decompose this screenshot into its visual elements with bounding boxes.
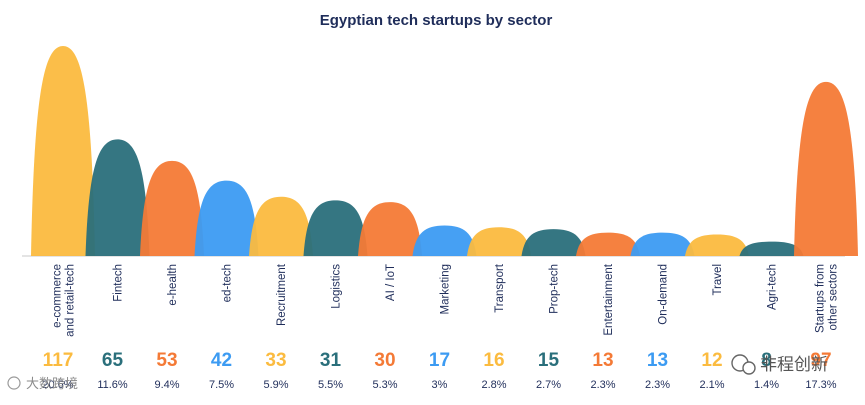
category-label-line: Startups from — [815, 264, 827, 333]
pct-label-e-commerce-and-retail-tech: 20.6% — [42, 379, 73, 391]
count-label-recruitment: 33 — [265, 350, 286, 371]
bar-prop-tech — [521, 229, 586, 256]
bar-e-commerce-and-retail-tech — [31, 46, 95, 256]
wechat-icon-bubble — [742, 361, 756, 375]
bar-recruitment — [249, 196, 313, 256]
count-label-prop-tech: 15 — [538, 350, 560, 371]
bar-logistics — [303, 200, 368, 256]
count-label-logistics: 31 — [320, 350, 342, 371]
count-label-agri-tech: 8 — [761, 350, 772, 371]
bars-group — [31, 46, 858, 257]
pct-label-prop-tech: 2.7% — [536, 379, 561, 391]
watermark-logo-icon — [7, 376, 21, 390]
category-label-line: and retail-tech — [65, 264, 77, 337]
category-label-fintech: Fintech — [113, 264, 125, 302]
category-label-line: Recruitment — [276, 263, 288, 326]
category-label-line: Fintech — [113, 264, 125, 302]
category-labels: e-commerceand retail-tech Fintech e-health… — [52, 263, 840, 337]
count-label-marketing: 17 — [429, 350, 450, 371]
percentage-labels: 20.6% 11.6% 9.4% 7.5% 5.9% 5.5% 5.3% 3% 2.8% 2.7%… — [42, 379, 836, 391]
bar-transport — [467, 227, 531, 256]
category-label-ai-iot: AI / IoT — [385, 264, 397, 301]
category-label-travel: Travel — [712, 264, 724, 296]
bar-marketing — [412, 225, 477, 256]
category-label-ed-tech: ed-tech — [222, 264, 234, 302]
watermark-left: 大数跨境 — [7, 376, 78, 392]
category-label-line: ed-tech — [222, 264, 234, 302]
category-label-line: other sectors — [828, 264, 840, 331]
category-label-line: Travel — [712, 264, 724, 296]
bar-on-demand — [630, 232, 695, 256]
category-label-line: Entertainment — [603, 263, 615, 335]
category-label-line: Prop-tech — [549, 264, 561, 314]
category-label-startups-from-other-sectors: Startups fromother sectors — [815, 264, 840, 333]
watermark-right: 非程创新 — [731, 354, 828, 375]
category-label-on-demand: On-demand — [658, 264, 670, 325]
pct-label-agri-tech: 1.4% — [754, 379, 779, 391]
category-label-recruitment: Recruitment — [276, 263, 288, 326]
bar-startups-from-other-sectors — [794, 81, 858, 257]
pct-label-travel: 2.1% — [699, 379, 724, 391]
bar-ai-iot — [358, 202, 422, 256]
category-label-e-commerce-and-retail-tech: e-commerceand retail-tech — [52, 264, 77, 337]
bar-travel — [685, 234, 749, 256]
pct-label-entertainment: 2.3% — [590, 379, 615, 391]
category-label-line: Agri-tech — [767, 264, 779, 310]
count-label-entertainment: 13 — [592, 350, 613, 371]
pct-label-ai-iot: 5.3% — [372, 379, 397, 391]
count-label-transport: 16 — [483, 350, 504, 371]
chart-title: Egyptian tech startups by sector — [320, 12, 553, 29]
pct-label-ed-tech: 7.5% — [209, 379, 234, 391]
bar-e-health — [140, 160, 204, 256]
count-label-ai-iot: 30 — [374, 350, 395, 371]
bar-ed-tech — [194, 180, 259, 256]
bar-agri-tech — [739, 241, 804, 256]
count-label-e-health: 53 — [156, 350, 177, 371]
pct-label-on-demand: 2.3% — [645, 379, 670, 391]
category-label-agri-tech: Agri-tech — [767, 264, 779, 310]
watermark-left-text: 大数跨境 — [26, 377, 78, 392]
category-label-line: Logistics — [331, 264, 343, 309]
category-label-line: On-demand — [658, 264, 670, 325]
category-label-line: e-health — [167, 264, 179, 306]
category-label-line: e-commerce — [52, 264, 64, 328]
pct-label-transport: 2.8% — [481, 379, 506, 391]
count-label-travel: 12 — [701, 350, 722, 371]
category-label-marketing: Marketing — [440, 264, 452, 315]
category-label-transport: Transport — [494, 263, 506, 313]
count-label-fintech: 65 — [102, 350, 124, 371]
count-label-e-commerce-and-retail-tech: 117 — [43, 350, 74, 371]
pct-label-recruitment: 5.9% — [263, 379, 288, 391]
pct-label-e-health: 9.4% — [154, 379, 179, 391]
pct-label-marketing: 3% — [432, 379, 448, 391]
category-label-line: Transport — [494, 263, 506, 313]
category-label-line: Marketing — [440, 264, 452, 315]
pct-label-logistics: 5.5% — [318, 379, 343, 391]
category-label-prop-tech: Prop-tech — [549, 264, 561, 314]
category-label-e-health: e-health — [167, 264, 179, 306]
count-labels: 117 65 53 42 33 31 30 17 16 15 13 13 12 8 97 — [43, 350, 832, 371]
count-label-ed-tech: 42 — [211, 350, 232, 371]
category-label-line: AI / IoT — [385, 264, 397, 301]
category-label-logistics: Logistics — [331, 264, 343, 309]
bar-entertainment — [576, 232, 640, 256]
category-label-entertainment: Entertainment — [603, 263, 615, 335]
count-label-on-demand: 13 — [647, 350, 668, 371]
count-label-startups-from-other-sectors: 97 — [810, 350, 831, 371]
pct-label-startups-from-other-sectors: 17.3% — [805, 379, 836, 391]
bar-fintech — [85, 139, 150, 256]
watermark-right-text: 非程创新 — [760, 355, 828, 375]
pct-label-fintech: 11.6% — [97, 379, 128, 391]
